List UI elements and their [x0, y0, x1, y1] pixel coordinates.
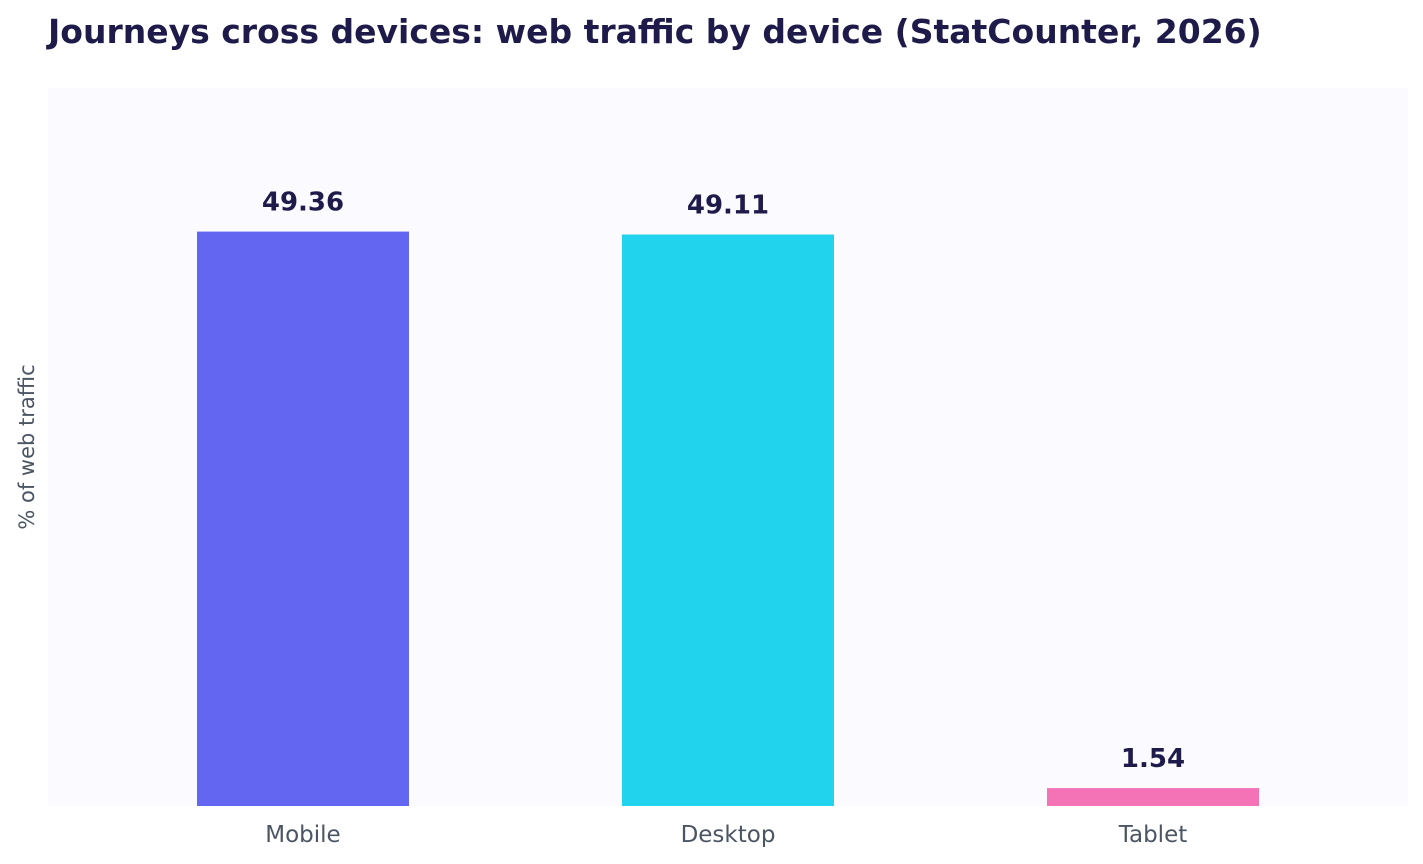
- bar-tablet: [1047, 788, 1259, 806]
- bars-layer: [197, 231, 1259, 807]
- x-tick-label-desktop: Desktop: [681, 822, 776, 848]
- value-label-tablet: 1.54: [1121, 744, 1185, 774]
- y-axis-label: % of web traffic: [15, 364, 39, 529]
- x-tick-label-tablet: Tablet: [1118, 822, 1188, 848]
- value-label-desktop: 49.11: [687, 191, 769, 221]
- value-label-mobile: 49.36: [262, 188, 344, 218]
- bar-desktop: [622, 234, 834, 807]
- value-labels-layer: 49.36 49.11 1.54: [262, 188, 1185, 774]
- x-tick-label-mobile: Mobile: [265, 822, 340, 848]
- x-tick-labels-layer: Mobile Desktop Tablet: [265, 822, 1187, 848]
- bar-mobile: [197, 231, 409, 807]
- chart-title: Journeys cross devices: web traffic by d…: [48, 12, 1262, 51]
